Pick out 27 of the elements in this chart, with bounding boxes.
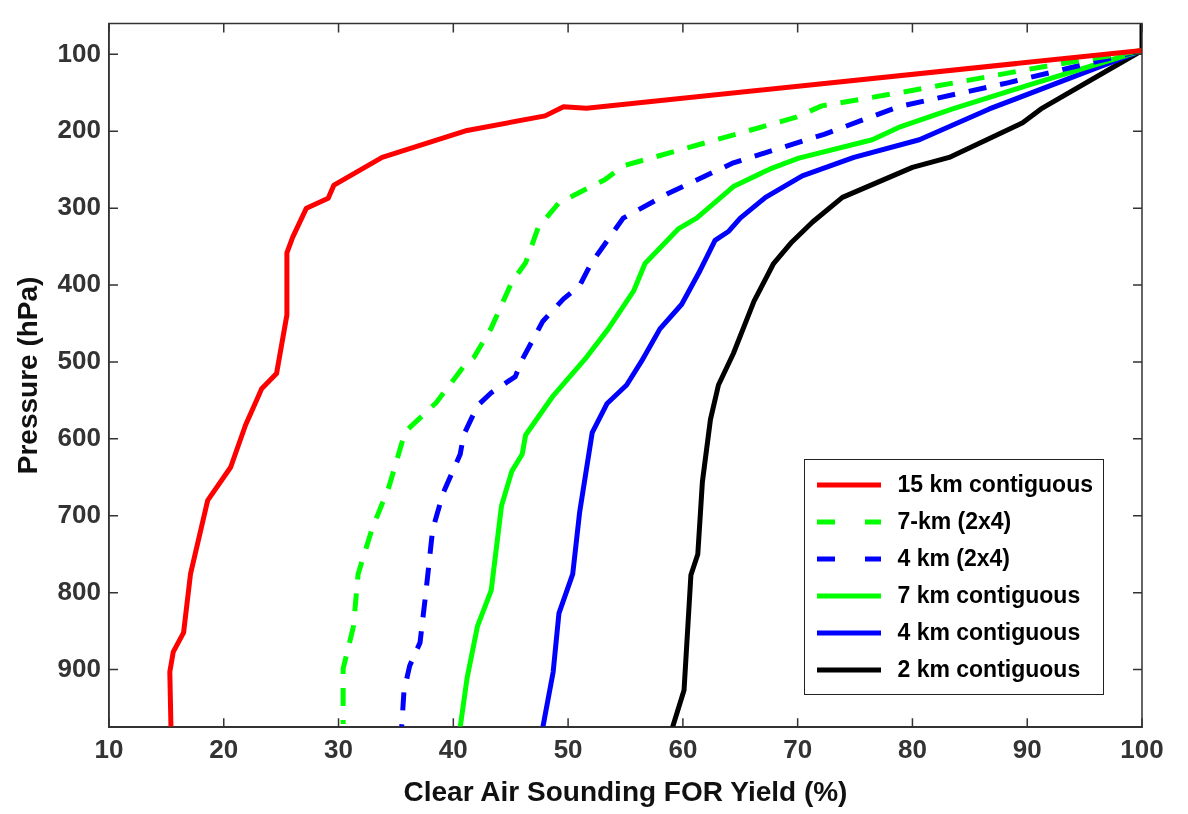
y-tick-label: 100: [57, 37, 101, 68]
x-tick-label: 70: [783, 733, 813, 764]
y-tick-label: 800: [57, 575, 101, 606]
y-tick-label: 300: [57, 191, 101, 222]
x-tick-label: 90: [1012, 733, 1042, 764]
x-tick-label: 100: [1120, 733, 1164, 764]
y-tick-label: 200: [57, 114, 101, 145]
x-tick-label: 80: [897, 733, 927, 764]
y-tick-label: 900: [57, 652, 101, 683]
legend-label: 4 km contiguous: [897, 619, 1081, 647]
x-tick-label: 10: [94, 733, 124, 764]
legend-label: 2 km contiguous: [897, 656, 1081, 684]
legend-label: 7 km contiguous: [897, 582, 1081, 610]
x-tick-label: 40: [438, 733, 468, 764]
legend-label: 4 km (2x4): [897, 545, 1010, 573]
y-axis-title: Pressure (hPa): [11, 276, 43, 475]
x-tick-label: 20: [209, 733, 239, 764]
y-tick-label: 700: [57, 498, 101, 529]
y-tick-label: 400: [57, 268, 101, 299]
x-tick-label: 60: [668, 733, 698, 764]
y-tick-label: 600: [57, 422, 101, 453]
y-tick-label: 500: [57, 345, 101, 376]
legend-label: 7-km (2x4): [897, 508, 1012, 536]
x-tick-label: 50: [553, 733, 583, 764]
x-tick-label: 30: [324, 733, 353, 764]
legend-label: 15 km contiguous: [897, 471, 1093, 499]
x-axis-title: Clear Air Sounding FOR Yield (%): [403, 775, 848, 807]
